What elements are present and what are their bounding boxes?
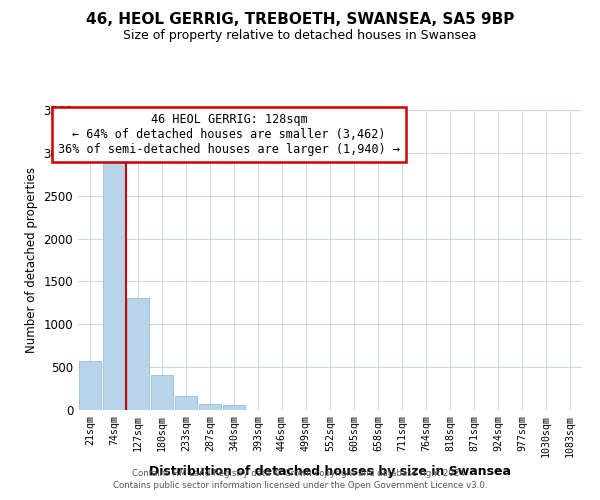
Text: Contains public sector information licensed under the Open Government Licence v3: Contains public sector information licen… <box>113 481 487 490</box>
Y-axis label: Number of detached properties: Number of detached properties <box>25 167 38 353</box>
X-axis label: Distribution of detached houses by size in Swansea: Distribution of detached houses by size … <box>149 465 511 478</box>
Text: 46, HEOL GERRIG, TREBOETH, SWANSEA, SA5 9BP: 46, HEOL GERRIG, TREBOETH, SWANSEA, SA5 … <box>86 12 514 28</box>
Bar <box>127 298 149 410</box>
Bar <box>79 361 101 410</box>
Text: Contains HM Land Registry data © Crown copyright and database right 2024.: Contains HM Land Registry data © Crown c… <box>132 468 468 477</box>
Bar <box>223 406 245 410</box>
Bar <box>151 375 173 410</box>
Bar <box>175 396 197 410</box>
Bar <box>103 162 125 410</box>
Text: 46 HEOL GERRIG: 128sqm
← 64% of detached houses are smaller (3,462)
36% of semi-: 46 HEOL GERRIG: 128sqm ← 64% of detached… <box>58 113 400 156</box>
Text: Size of property relative to detached houses in Swansea: Size of property relative to detached ho… <box>123 29 477 42</box>
Bar <box>199 404 221 410</box>
